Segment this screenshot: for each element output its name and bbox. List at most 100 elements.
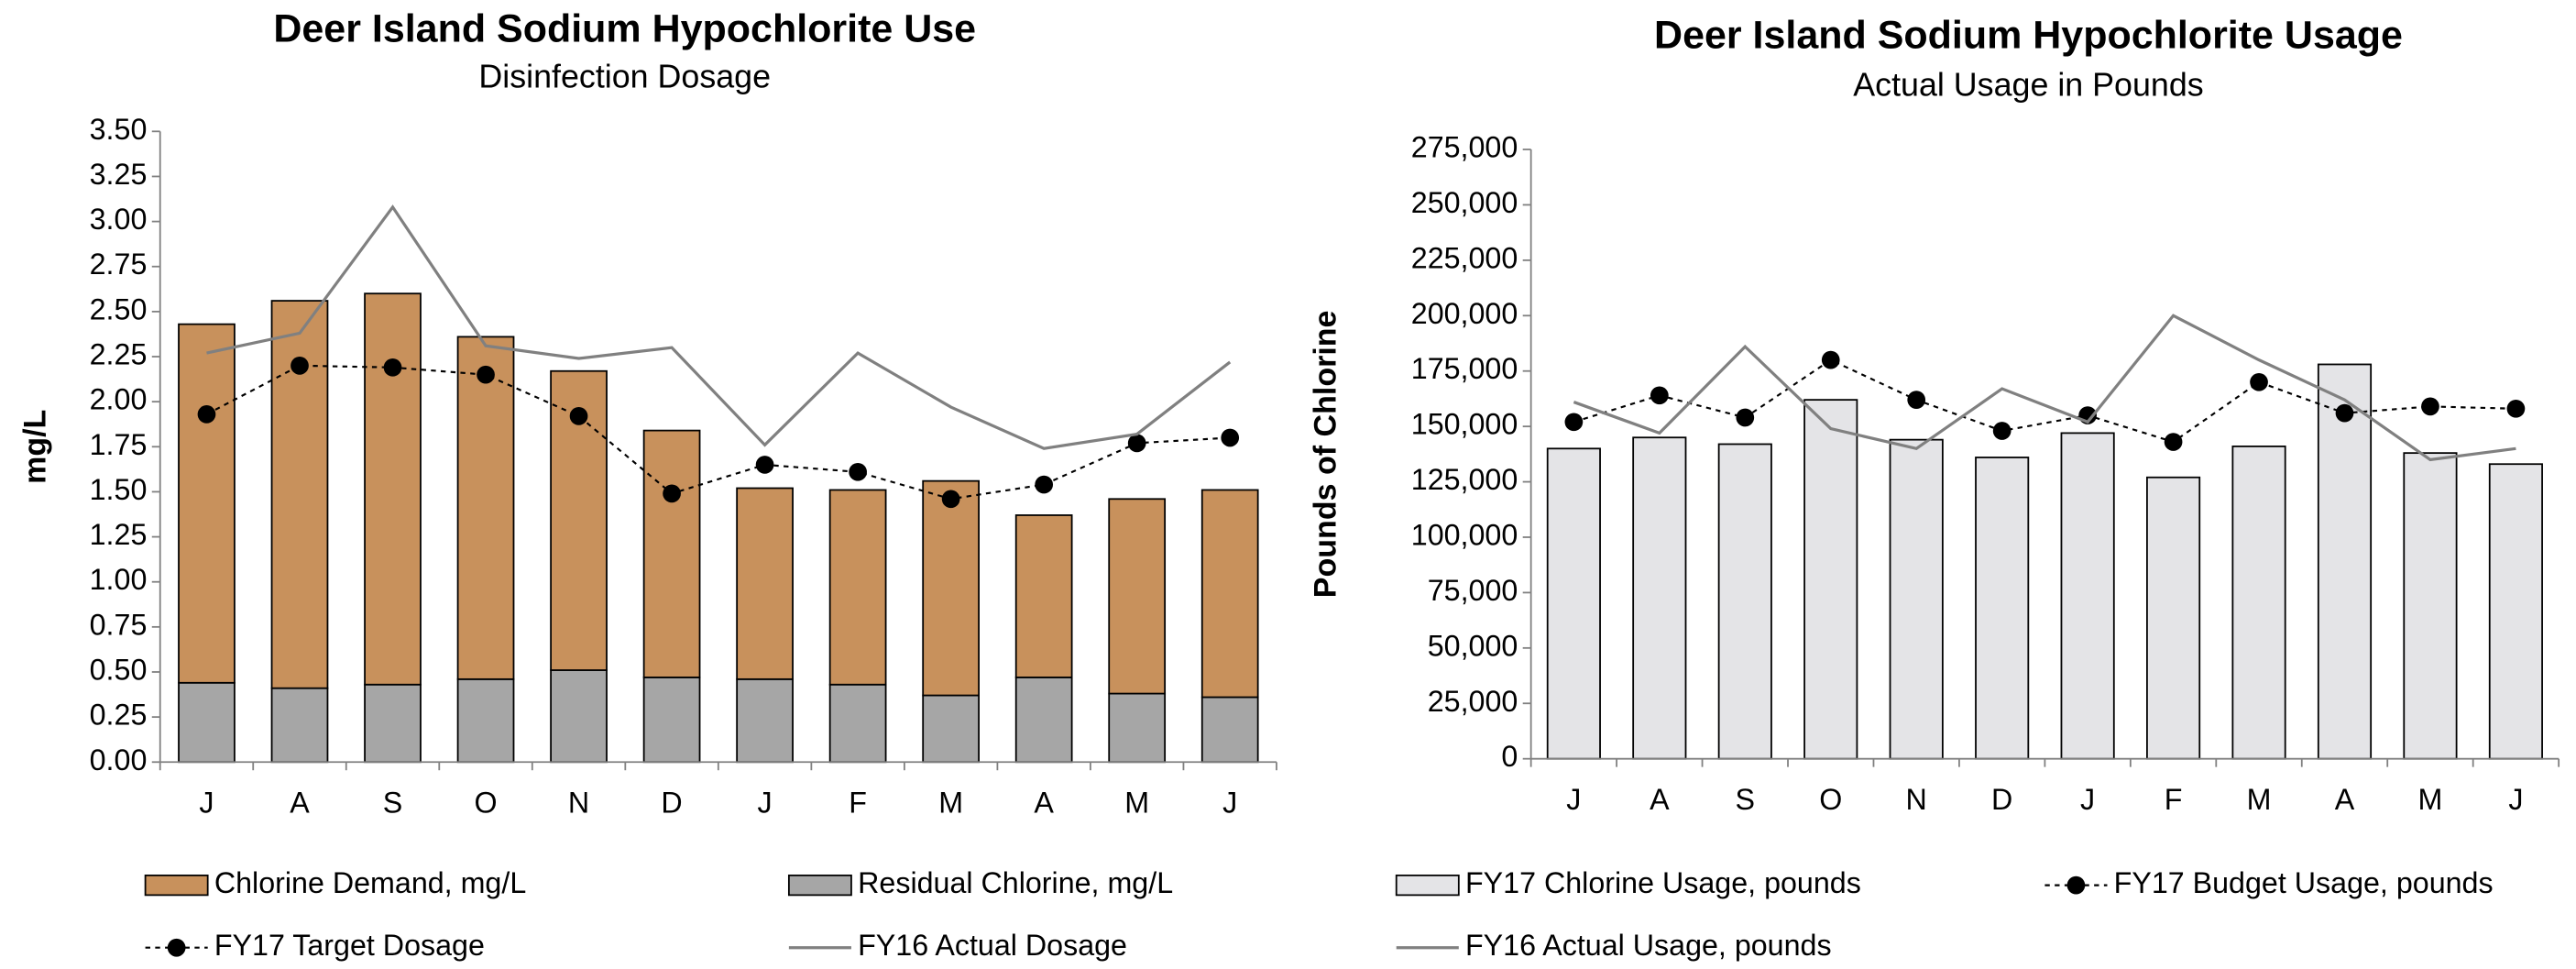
y-tick-label: 2.50 [90,292,148,325]
legend-label: FY16 Actual Usage, pounds [1465,929,1832,962]
x-tick-label: O [1819,783,1842,816]
bar [1889,438,1944,760]
x-tick-label: J [1566,783,1581,816]
bar [828,489,887,686]
legend-label: FY17 Target Dosage [214,929,485,962]
bar [642,676,701,764]
x-tick-label: S [1736,783,1756,816]
y-tick-label: 75,000 [1428,574,1518,607]
x-tick-label: J [758,786,773,819]
x-tick-label: M [938,786,963,819]
line-marker [2250,372,2268,391]
bar [1014,514,1073,678]
y-tick-label: 0 [1501,740,1518,773]
line-marker [849,462,867,481]
y-tick-label: 0.50 [90,654,148,687]
bar [1717,443,1772,760]
x-tick-label: J [2508,783,2523,816]
line-marker [383,358,402,377]
bar [456,336,515,680]
x-tick-label: F [849,786,867,819]
y-tick-label: 200,000 [1411,297,1518,330]
legend-swatch [787,874,852,897]
line-marker [1821,350,1840,369]
line-marker [1736,408,1755,427]
line-marker [1035,475,1054,494]
legend-label: FY16 Actual Dosage [858,929,1127,962]
chart-title: Deer Island Sodium Hypochlorite Use [273,6,976,50]
x-tick-label: S [383,786,403,819]
bar [2317,363,2373,760]
x-tick-label: A [290,786,310,819]
legend-label: FY17 Chlorine Usage, pounds [1465,866,1861,899]
bar [550,669,608,764]
bar [364,292,422,686]
y-tick-label: 275,000 [1411,131,1518,164]
line-marker [663,484,681,503]
x-tick-label: F [2165,783,2183,816]
x-tick-label: M [1124,786,1149,819]
bar [364,683,422,764]
line-marker [1650,386,1669,405]
legend-label: Chlorine Demand, mg/L [214,866,526,899]
x-tick-label: O [475,786,498,819]
bar [922,479,980,697]
bar [1632,436,1687,760]
bar [456,677,515,764]
y-tick-label: 1.75 [90,428,148,461]
line-marker [1907,391,1926,409]
bar [2146,476,2201,760]
bar [1200,489,1259,699]
y-tick-label: 100,000 [1411,519,1518,552]
y-tick-label: 2.00 [90,383,148,416]
y-axis-label: Pounds of Chlorine [1308,311,1343,599]
line-marker [1127,434,1146,453]
y-tick-label: 2.25 [90,338,148,371]
y-tick-label: 1.00 [90,563,148,596]
x-tick-label: J [199,786,214,819]
y-tick-label: 0.75 [90,608,148,641]
y-tick-label: 2.75 [90,248,148,281]
x-tick-label: A [2335,783,2355,816]
y-tick-label: 3.25 [90,158,148,191]
x-tick-label: M [2247,783,2272,816]
line-marker [755,456,774,474]
bar [178,681,236,764]
bar [270,687,329,764]
y-tick-label: 25,000 [1428,685,1518,718]
bar [736,677,794,764]
x-tick-label: A [1650,783,1670,816]
y-tick-label: 3.50 [90,113,148,146]
legend-marker [167,938,186,957]
line-marker [2335,403,2354,423]
line-series [206,204,1232,450]
x-tick-label: D [661,786,682,819]
line-marker [2506,399,2526,418]
bar [1803,399,1858,760]
y-tick-label: 250,000 [1411,186,1518,219]
y-tick-label: 50,000 [1428,629,1518,662]
chart-subtitle: Actual Usage in Pounds [1853,66,2203,103]
bar [1108,498,1167,695]
line-marker [197,405,216,424]
y-tick-label: 175,000 [1411,352,1518,385]
x-tick-label: M [2418,783,2443,816]
line-series [205,364,1231,501]
line-marker [1992,422,2011,440]
bar [2231,446,2286,760]
y-axis-label: mg/L [17,410,52,484]
bar [1200,696,1259,764]
bar [178,323,236,684]
bar [828,683,887,764]
bar [736,487,794,680]
x-tick-label: D [1991,783,2012,816]
legend-label: FY17 Budget Usage, pounds [2114,866,2494,899]
y-tick-label: 1.25 [90,518,148,551]
y-tick-label: 1.50 [90,473,148,506]
y-tick-label: 0.25 [90,699,148,732]
y-tick-label: 0.00 [90,743,148,776]
y-tick-label: 125,000 [1411,463,1518,496]
bar [1546,447,1601,760]
legend-swatch [144,874,209,897]
bar [1108,692,1167,764]
